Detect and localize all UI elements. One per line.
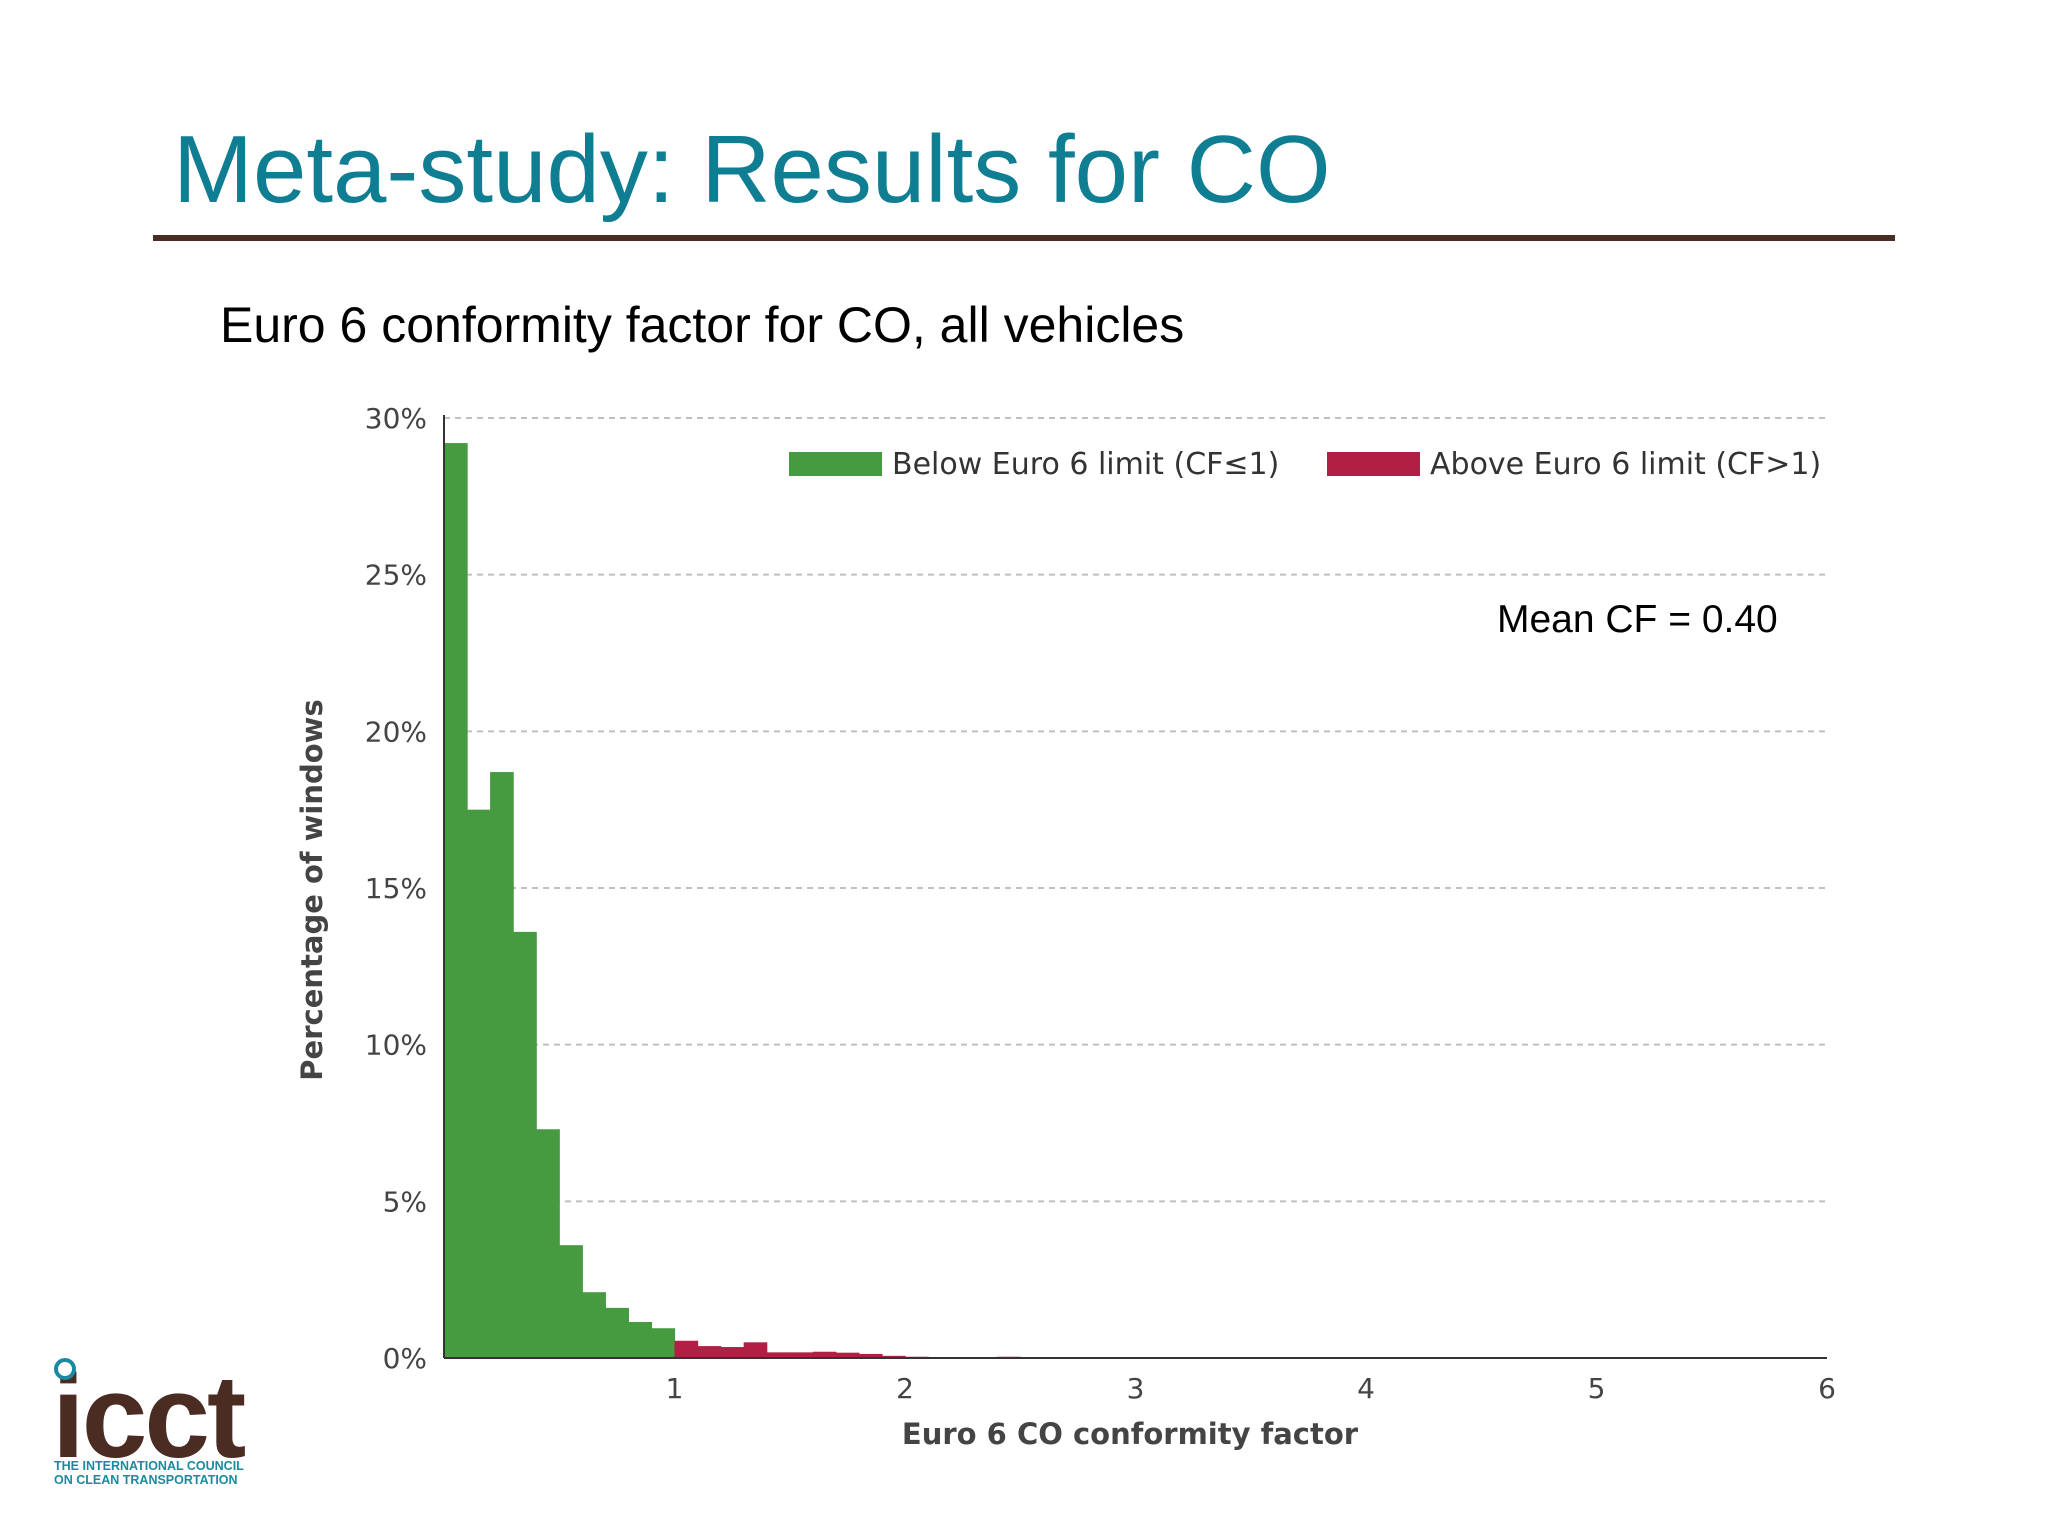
chart-subtitle: Euro 6 conformity factor for CO, all veh… (220, 297, 1185, 353)
bar-above-limit (881, 1355, 906, 1358)
logo-wordmark: icct (52, 1351, 246, 1483)
logo-tagline-line1: THE INTERNATIONAL COUNCIL (54, 1459, 244, 1473)
bar-above-limit (674, 1340, 699, 1358)
y-tick-label: 20% (365, 715, 427, 748)
x-tick-label: 2 (896, 1372, 914, 1405)
x-tick-label: 5 (1588, 1372, 1606, 1405)
legend: Below Euro 6 limit (CF≤1) Above Euro 6 l… (789, 447, 1821, 482)
mean-cf-annotation: Mean CF = 0.40 (1497, 598, 1778, 641)
tick-labels: 0% 5% 10% 15% 20% 25% 30% 1 2 3 4 5 6 (365, 402, 1836, 1405)
y-tick-label: 5% (383, 1185, 427, 1218)
x-tick-label: 4 (1357, 1372, 1375, 1405)
bar-below-limit (559, 1245, 583, 1358)
legend-swatch-above (1327, 452, 1420, 476)
bar-below-limit (605, 1307, 629, 1358)
bar-below-limit (467, 809, 491, 1358)
bar-above-limit (858, 1353, 883, 1358)
bar-above-limit (789, 1352, 814, 1358)
bar-above-limit (835, 1352, 860, 1358)
x-tick-label: 3 (1127, 1372, 1145, 1405)
y-tick-label: 0% (383, 1342, 427, 1375)
x-axis-title: Euro 6 CO conformity factor (902, 1417, 1359, 1451)
bar-below-limit (651, 1328, 676, 1358)
y-axis-title: Percentage of windows (295, 699, 329, 1080)
y-tick-label: 10% (365, 1029, 427, 1062)
bar-below-limit (628, 1321, 653, 1358)
gridlines (444, 417, 1827, 1203)
legend-swatch-below (789, 452, 882, 476)
logo-tagline-line2: ON CLEAN TRANSPORTATION (54, 1473, 238, 1487)
bar-below-limit (513, 931, 537, 1358)
bar-above-limit (812, 1351, 837, 1358)
icct-logo: icct THE INTERNATIONAL COUNCIL ON CLEAN … (52, 1358, 262, 1488)
histogram-bars (444, 443, 1206, 1359)
x-tick-label: 6 (1818, 1372, 1836, 1405)
bar-below-limit (490, 772, 514, 1358)
bar-below-limit (582, 1292, 606, 1358)
bar-above-limit (743, 1342, 768, 1358)
legend-label-below: Below Euro 6 limit (CF≤1) (892, 447, 1279, 482)
bar-below-limit (444, 443, 468, 1359)
x-tick-label: 1 (666, 1372, 684, 1405)
axes (443, 415, 1827, 1359)
logo-dot-icon (54, 1358, 76, 1380)
y-tick-label: 25% (365, 559, 427, 592)
y-tick-label: 15% (365, 872, 427, 905)
legend-label-above: Above Euro 6 limit (CF>1) (1430, 447, 1821, 482)
bar-above-limit (766, 1352, 791, 1358)
bar-below-limit (536, 1129, 560, 1358)
slide-title: Meta-study: Results for CO (173, 116, 1331, 223)
bar-above-limit (720, 1347, 745, 1358)
title-divider (153, 235, 1895, 241)
bar-above-limit (697, 1346, 722, 1358)
y-tick-label: 30% (365, 402, 427, 435)
